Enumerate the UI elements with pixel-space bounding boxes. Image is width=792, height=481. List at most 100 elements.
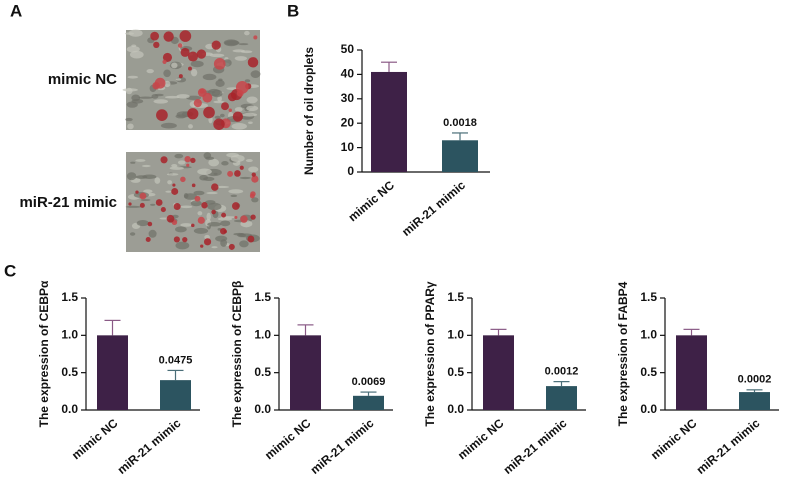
y-axis-title: The expression of CEBPβ <box>230 281 244 428</box>
cell-texture <box>142 174 157 179</box>
lipid-droplet <box>179 30 192 42</box>
y-tick-label: 1.0 <box>61 328 78 342</box>
lipid-droplet <box>166 214 175 223</box>
cell-texture <box>248 121 253 124</box>
y-tick-label: 0 <box>347 164 354 178</box>
lipid-droplet <box>234 215 238 219</box>
x-tick-label: mimic NC <box>455 416 507 463</box>
y-axis-title: Number of oil droplets <box>302 47 316 175</box>
x-tick-label: miR-21 mimic <box>308 416 377 477</box>
lipid-droplet <box>227 92 237 102</box>
cell-texture <box>180 205 193 209</box>
x-tick-label: miR-21 mimic <box>501 416 570 477</box>
cell-texture <box>127 123 134 130</box>
cell-texture <box>164 80 171 88</box>
y-tick-label: 0.5 <box>640 365 657 379</box>
lipid-droplet <box>188 66 192 71</box>
cell-texture <box>208 158 220 167</box>
lipid-droplet <box>197 216 205 224</box>
cell-texture <box>127 75 139 79</box>
lipid-droplet <box>201 202 208 209</box>
cell-texture <box>131 99 144 104</box>
cell-texture <box>175 226 187 233</box>
lipid-droplet <box>150 31 160 41</box>
cell-texture <box>164 95 180 99</box>
cell-texture <box>197 211 203 216</box>
p-value: 0.0012 <box>545 366 579 378</box>
y-tick-label: 1.5 <box>61 290 78 304</box>
lipid-droplet <box>227 170 234 177</box>
cell-texture <box>171 163 178 168</box>
cell-texture <box>199 174 209 181</box>
lipid-droplet <box>196 49 207 59</box>
lipid-droplet <box>200 244 204 248</box>
y-axis-title: The expression of PPARγ <box>423 281 437 426</box>
p-value: 0.0018 <box>443 117 477 129</box>
lipid-droplet <box>234 170 241 177</box>
cell-texture <box>251 197 259 203</box>
cell-texture <box>125 117 133 122</box>
y-tick-label: 0.0 <box>61 402 78 416</box>
bar <box>739 392 770 410</box>
lipid-droplet <box>171 187 179 195</box>
bar <box>97 335 128 410</box>
cell-texture <box>140 198 151 202</box>
lipid-droplet <box>247 57 259 68</box>
cell-texture <box>241 112 258 117</box>
cell-texture <box>129 232 136 236</box>
y-tick-label: 0.5 <box>447 365 464 379</box>
cell-texture <box>148 229 157 238</box>
x-tick-label: mimic NC <box>346 178 398 225</box>
lipid-droplet <box>211 209 216 215</box>
y-tick-label: 50 <box>341 42 355 56</box>
lipid-droplet <box>184 156 191 163</box>
bar <box>353 395 384 410</box>
cell-texture <box>202 73 217 81</box>
x-tick-label: mimic NC <box>69 416 121 463</box>
cell-texture <box>197 168 212 175</box>
lipid-droplet <box>251 172 256 177</box>
lipid-droplet <box>240 215 248 223</box>
lipid-droplet <box>235 81 249 94</box>
lipid-droplet <box>173 203 181 211</box>
cell-texture <box>246 96 258 104</box>
lipid-droplet <box>163 31 174 42</box>
cell-texture <box>193 227 209 234</box>
lipid-droplet <box>253 35 258 40</box>
lipid-droplet <box>228 243 235 250</box>
p-value: 0.0069 <box>352 376 386 388</box>
panel-label: B <box>287 1 299 20</box>
cell-texture <box>185 95 202 100</box>
cell-texture <box>206 212 211 221</box>
cell-texture <box>244 30 250 36</box>
cell-texture <box>232 49 246 53</box>
lipid-droplet <box>160 207 166 213</box>
lipid-droplet <box>221 102 229 111</box>
bar <box>290 335 321 410</box>
cell-texture <box>143 189 153 194</box>
cell-texture <box>154 177 161 184</box>
lipid-droplet <box>156 109 168 121</box>
cell-texture <box>138 96 154 99</box>
bar <box>160 380 191 410</box>
cell-texture <box>171 62 178 69</box>
lipid-droplet <box>162 59 167 65</box>
cell-texture <box>190 200 202 207</box>
cell-texture <box>234 56 247 61</box>
lipid-droplet <box>211 183 219 191</box>
cell-texture <box>239 240 249 248</box>
cell-texture <box>213 172 218 176</box>
lipid-droplet <box>223 229 227 234</box>
cell-texture <box>214 115 221 120</box>
cell-texture <box>188 124 193 129</box>
cell-texture <box>230 194 238 198</box>
lipid-droplet <box>251 175 259 183</box>
cell-texture <box>246 105 259 112</box>
cell-texture <box>180 223 193 227</box>
cell-texture <box>175 241 190 250</box>
cell-texture <box>165 190 172 193</box>
lipid-droplet <box>232 111 243 122</box>
panel-label: A <box>10 1 22 20</box>
lipid-droplet <box>213 58 226 70</box>
lipid-droplet <box>178 74 183 79</box>
